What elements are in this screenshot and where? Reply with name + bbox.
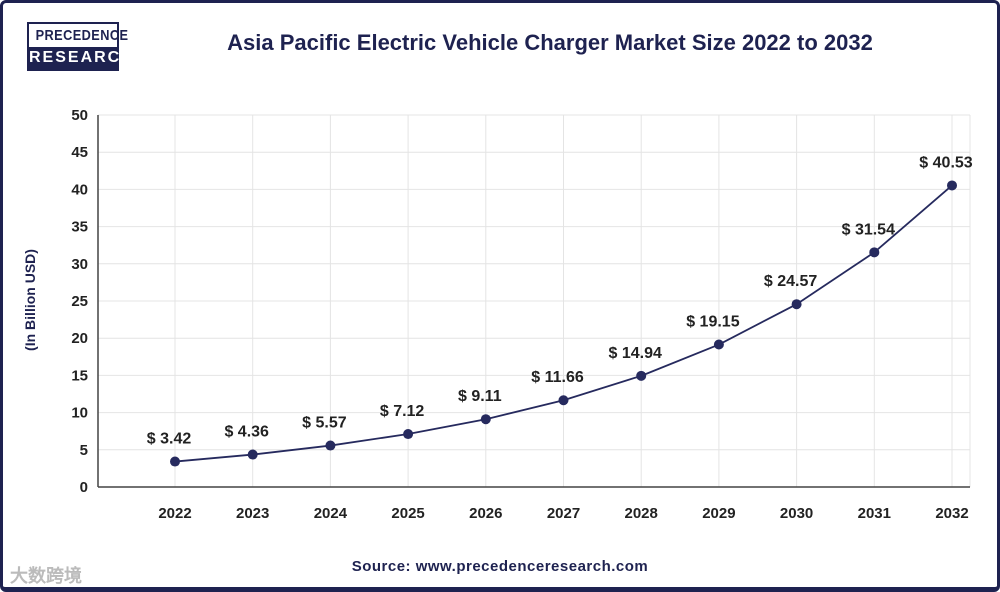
data-label: $ 40.53 bbox=[919, 154, 972, 171]
data-label: $ 11.66 bbox=[531, 369, 584, 386]
x-tick-label: 2025 bbox=[391, 505, 424, 522]
data-point bbox=[791, 299, 802, 310]
data-label: $ 14.94 bbox=[609, 345, 662, 362]
data-point bbox=[480, 414, 491, 425]
data-point bbox=[558, 395, 569, 406]
x-tick-label: 2026 bbox=[469, 505, 502, 522]
x-tick-label: 2032 bbox=[935, 505, 968, 522]
y-tick-label: 0 bbox=[80, 479, 88, 496]
y-tick-label: 5 bbox=[80, 442, 88, 459]
logo-line1: PRECEDENCE bbox=[35, 24, 128, 47]
x-tick-label: 2029 bbox=[702, 505, 735, 522]
x-tick-label: 2024 bbox=[314, 505, 348, 522]
data-point bbox=[170, 456, 180, 467]
data-label: $ 3.42 bbox=[147, 431, 192, 448]
precedence-research-logo: PRECEDENCE RESEARCH bbox=[27, 22, 133, 71]
data-label: $ 9.11 bbox=[458, 388, 502, 405]
x-tick-label: 2022 bbox=[158, 505, 191, 522]
data-point bbox=[636, 370, 647, 381]
y-tick-label: 40 bbox=[71, 181, 88, 198]
y-tick-label: 30 bbox=[71, 256, 88, 273]
data-label: $ 5.57 bbox=[302, 415, 347, 432]
data-label: $ 19.15 bbox=[686, 314, 739, 331]
data-label: $ 24.57 bbox=[764, 273, 817, 290]
x-tick-label: 2023 bbox=[236, 505, 269, 522]
x-tick-label: 2030 bbox=[780, 505, 813, 522]
watermark: 大数跨境 bbox=[10, 566, 82, 586]
data-point bbox=[247, 449, 258, 460]
y-tick-label: 20 bbox=[71, 330, 88, 347]
y-tick-label: 50 bbox=[71, 107, 88, 124]
source-text: Source: www.precedenceresearch.com bbox=[351, 558, 649, 575]
x-tick-label: 2027 bbox=[547, 505, 580, 522]
y-tick-label: 10 bbox=[71, 405, 88, 422]
x-tick-label: 2031 bbox=[858, 505, 891, 522]
data-point bbox=[947, 180, 957, 191]
y-tick-label: 15 bbox=[71, 367, 88, 384]
x-tick-label: 2028 bbox=[625, 505, 658, 522]
data-label: $ 4.36 bbox=[224, 424, 269, 441]
data-point bbox=[325, 440, 336, 451]
y-tick-label: 45 bbox=[71, 144, 88, 161]
data-point bbox=[869, 247, 880, 258]
y-tick-label: 35 bbox=[71, 219, 88, 236]
data-label: $ 7.12 bbox=[380, 403, 425, 420]
data-point bbox=[713, 339, 724, 350]
logo-line2: RESEARCH bbox=[29, 47, 133, 69]
chart-title: Asia Pacific Electric Vehicle Charger Ma… bbox=[227, 30, 873, 55]
data-label: $ 31.54 bbox=[842, 221, 895, 238]
y-axis-label: (In Billion USD) bbox=[22, 249, 38, 351]
y-tick-label: 25 bbox=[71, 293, 88, 310]
data-point bbox=[403, 429, 414, 440]
